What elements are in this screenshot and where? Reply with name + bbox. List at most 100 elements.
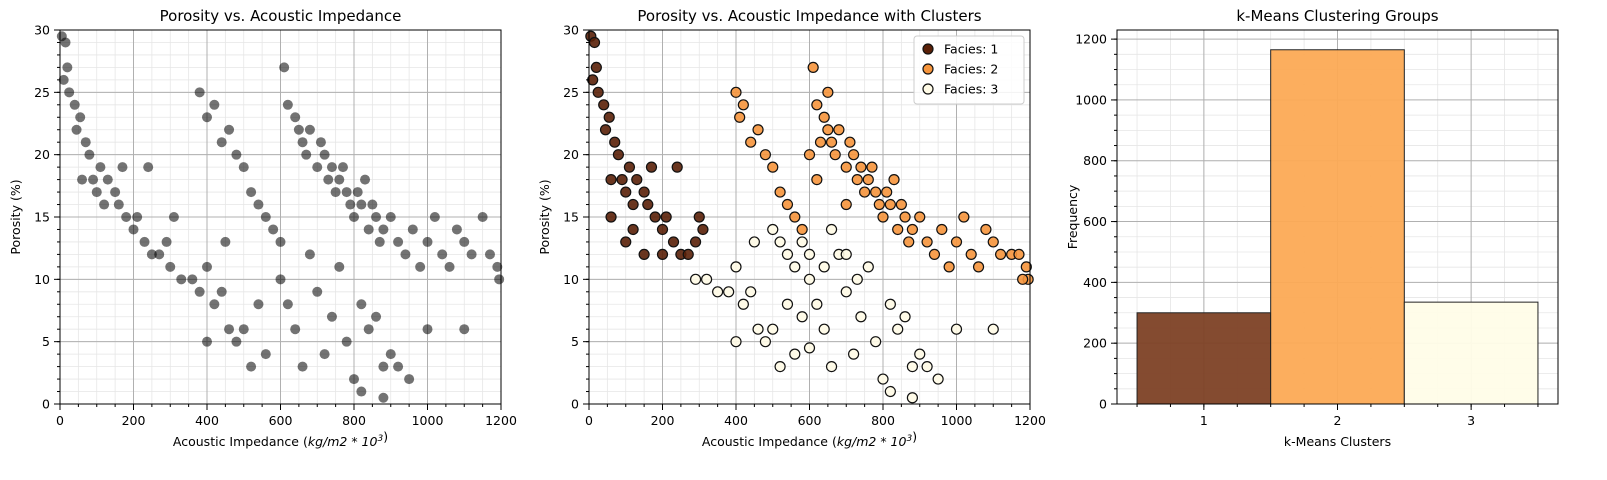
data-point [176, 274, 187, 285]
data-point [187, 274, 198, 285]
data-point [91, 187, 102, 198]
data-point [132, 212, 143, 222]
data-point-facies-3 [987, 323, 999, 335]
data-point-facies-2 [921, 236, 933, 248]
legend-marker [922, 43, 934, 55]
data-point-facies-1 [697, 223, 709, 236]
data-point-facies-1 [620, 236, 632, 248]
data-point-facies-3 [789, 261, 801, 273]
data-point-facies-3 [774, 236, 786, 248]
y-tick-label: 600 [1083, 214, 1107, 229]
data-point-facies-2 [730, 86, 742, 98]
data-point-facies-2 [980, 223, 992, 236]
data-point [253, 199, 264, 210]
scatter-panel-porosity-vs-impedance: 0 200 400 600 800 1000 1200 0 5 10 15 20 25 30 Porosi… [8, 7, 517, 449]
data-point [60, 37, 71, 48]
data-point-facies-3 [796, 236, 808, 248]
data-point-facies-2 [807, 61, 819, 74]
x-tick-label: 400 [724, 413, 748, 428]
data-point [282, 99, 293, 110]
data-point [202, 261, 212, 272]
data-point-facies-1 [623, 161, 636, 173]
data-point [99, 199, 110, 210]
data-point-facies-2 [840, 198, 852, 211]
data-point-facies-2 [895, 198, 907, 211]
data-point-facies-1 [592, 86, 604, 98]
data-point [88, 174, 99, 185]
y-tick-label: 10 [563, 272, 579, 287]
data-point-facies-2 [877, 211, 889, 223]
data-point-facies-3 [877, 373, 889, 385]
y-tick-label: 0 [1099, 397, 1107, 412]
data-point-facies-2 [884, 198, 896, 211]
data-point [385, 212, 396, 222]
data-point [216, 137, 227, 148]
data-point [84, 149, 95, 160]
data-point-facies-3 [892, 323, 904, 335]
data-point [224, 324, 235, 335]
data-point [224, 124, 235, 135]
data-point-facies-2 [958, 211, 970, 223]
data-point-facies-2 [822, 86, 834, 98]
data-point [279, 62, 290, 73]
y-tick-label: 25 [563, 85, 579, 100]
data-point-facies-2 [888, 174, 900, 186]
data-point [407, 224, 418, 235]
legend-label: Facies: 3 [944, 82, 998, 97]
data-point-facies-2 [829, 149, 841, 161]
data-point-facies-2 [862, 174, 874, 186]
y-tick-label: 20 [34, 147, 50, 162]
data-point-facies-1 [660, 211, 672, 223]
data-point [326, 311, 337, 322]
data-point [268, 224, 279, 235]
data-point [216, 286, 227, 297]
cluster-points [585, 30, 1034, 404]
data-point [400, 249, 411, 260]
data-point-facies-2 [745, 136, 757, 148]
data-point-facies-2 [936, 223, 948, 236]
data-point-facies-2 [803, 149, 816, 161]
data-point [128, 224, 139, 235]
data-point-facies-3 [818, 323, 830, 335]
data-point [459, 324, 470, 335]
x-axis-label: Acoustic Impedance (kg/m2 * 103) [702, 429, 917, 449]
data-point-facies-2 [844, 136, 856, 148]
data-point [345, 199, 356, 210]
x-tick-label: 2 [1334, 413, 1342, 428]
data-point [238, 162, 249, 173]
data-point [304, 124, 315, 135]
data-point [363, 224, 374, 235]
data-point [297, 137, 308, 148]
data-point [71, 124, 82, 135]
data-point-facies-3 [737, 298, 749, 310]
data-point [121, 212, 132, 222]
data-point-facies-2 [881, 186, 893, 198]
data-point [484, 249, 495, 260]
data-point [194, 87, 205, 98]
data-point-facies-3 [825, 223, 838, 236]
x-tick-label: 600 [269, 413, 293, 428]
data-point [341, 336, 352, 347]
data-point [315, 137, 326, 148]
data-point-facies-1 [605, 211, 617, 223]
legend-marker [922, 83, 934, 95]
data-point-facies-3 [862, 261, 874, 273]
x-tick-label: 0 [585, 413, 593, 428]
data-point [341, 187, 352, 198]
data-point-facies-3 [921, 361, 933, 373]
data-point [371, 311, 382, 322]
data-point [102, 174, 113, 185]
data-point [143, 162, 154, 173]
data-point [194, 286, 205, 297]
data-point-facies-3 [884, 385, 896, 398]
x-tick-label: 1000 [941, 413, 973, 428]
y-tick-label: 5 [42, 334, 50, 349]
data-point-facies-3 [899, 311, 911, 323]
x-tick-label: 3 [1467, 413, 1475, 428]
data-point [202, 336, 212, 347]
x-tick-label: 800 [871, 413, 895, 428]
data-point-facies-2 [943, 261, 955, 273]
data-point-facies-1 [627, 198, 639, 211]
data-point-facies-1 [682, 248, 694, 260]
data-point-facies-3 [752, 323, 764, 335]
